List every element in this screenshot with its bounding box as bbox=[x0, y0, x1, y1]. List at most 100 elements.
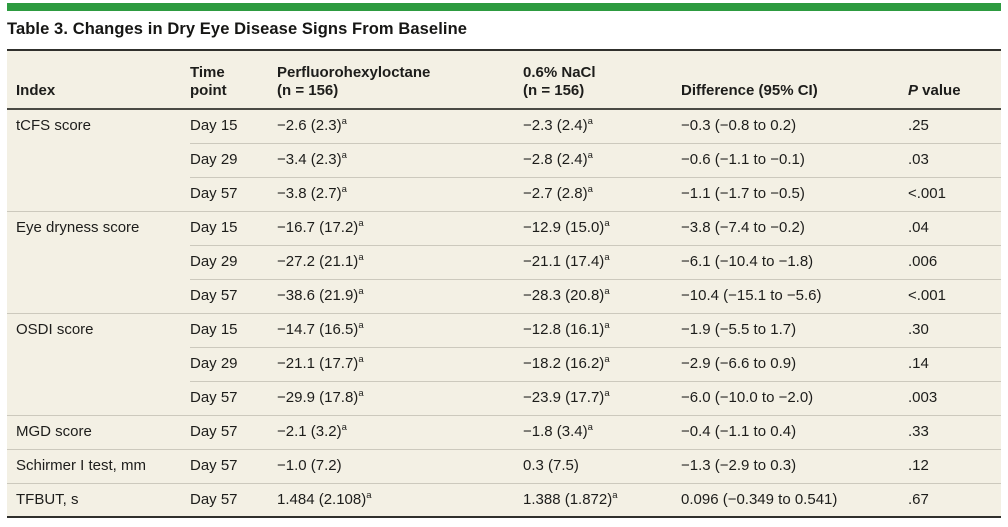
cell-time-point: Day 57 bbox=[190, 176, 277, 211]
cell-drug-value: −2.6 (2.3)a bbox=[277, 109, 523, 143]
drug-value: −38.6 (21.9) bbox=[277, 286, 359, 304]
footnote-marker: a bbox=[587, 421, 593, 433]
table-row: Day 29 −27.2 (21.1) a −21.1 (17.4)a −6.1 … bbox=[7, 244, 1001, 279]
cell-time-point: Day 29 bbox=[190, 142, 277, 177]
header-difference-label: Difference (95% CI) bbox=[681, 82, 818, 100]
cell-time-point: Day 57 bbox=[190, 414, 277, 449]
nacl-value: −1.8 (3.4) bbox=[523, 422, 588, 440]
cell-index bbox=[7, 143, 190, 177]
drug-value: −1.0 (7.2) bbox=[277, 456, 342, 474]
cell-index bbox=[7, 347, 190, 381]
cell-difference: 0.096 (−0.349 to 0.541) bbox=[681, 482, 908, 517]
footnote-marker: a bbox=[604, 285, 610, 297]
cell-index: Eye dryness score bbox=[7, 210, 190, 245]
cell-difference: −6.0 (−10.0 to −2.0) bbox=[681, 380, 908, 415]
footnote-marker: a bbox=[587, 149, 593, 161]
header-cell-time-point: Time point bbox=[190, 50, 277, 110]
cell-drug-value: −29.9 (17.8)a bbox=[277, 380, 523, 415]
footnote-marker: a bbox=[604, 251, 610, 263]
drug-value: −29.9 (17.8) bbox=[277, 388, 359, 406]
header-nacl-line2: (n = 156) bbox=[523, 82, 585, 100]
cell-time-point: Day 57 bbox=[190, 448, 277, 483]
header-cell-perfluorohexyloctane: Perfluorohexyloctane (n = 156) bbox=[277, 50, 523, 110]
cell-nacl-value: −12.8 (16.1)a bbox=[523, 312, 681, 347]
cell-drug-value: −14.7 (16.5)a bbox=[277, 312, 523, 347]
cell-p-value: .33 bbox=[908, 414, 1001, 449]
drug-value: −16.7 (17.2) bbox=[277, 218, 359, 236]
cell-drug-value: −2.1 (3.2)a bbox=[277, 414, 523, 449]
footnote-marker: a bbox=[604, 319, 610, 331]
cell-index bbox=[7, 381, 190, 415]
nacl-value: −18.2 (16.2) bbox=[523, 354, 605, 372]
drug-value: −27.2 (21.1) bbox=[277, 252, 359, 270]
header-nacl-line1: 0.6% NaCl bbox=[523, 63, 596, 81]
accent-bar bbox=[7, 3, 1001, 11]
cell-p-value: .67 bbox=[908, 482, 1001, 517]
cell-difference: −2.9 (−6.6 to 0.9) bbox=[681, 346, 908, 381]
table-row: Day 29 −3.4 (2.3)a −2.8 (2.4)a −0.6 (−1.… bbox=[7, 142, 1001, 177]
cell-index: TFBUT, s bbox=[7, 482, 190, 517]
header-drug-line1: Perfluorohexyloctane bbox=[277, 63, 431, 81]
nacl-value: 0.3 (7.5) bbox=[523, 456, 579, 474]
header-cell-index: Index bbox=[7, 50, 190, 110]
drug-value: −3.8 (2.7) bbox=[277, 184, 342, 202]
header-cell-nacl: 0.6% NaCl (n = 156) bbox=[523, 50, 681, 110]
cell-difference: −3.8 (−7.4 to −0.2) bbox=[681, 210, 908, 245]
cell-index: Schirmer I test, mm bbox=[7, 448, 190, 483]
cell-drug-value: 1.484 (2.108)a bbox=[277, 482, 523, 517]
nacl-value: −12.8 (16.1) bbox=[523, 320, 605, 338]
drug-value: 1.484 (2.108) bbox=[277, 490, 367, 508]
cell-difference: −0.3 (−0.8 to 0.2) bbox=[681, 117, 797, 134]
cell-difference: −10.4 (−15.1 to −5.6) bbox=[681, 278, 908, 313]
table-row: Day 57 −3.8 (2.7)a −2.7 (2.8)a −1.1 (−1.… bbox=[7, 176, 1001, 211]
cell-p-value: .14 bbox=[908, 346, 1001, 381]
drug-value: −2.6 (2.3) bbox=[277, 117, 342, 134]
cell-nacl-value: −1.8 (3.4)a bbox=[523, 414, 681, 449]
header-drug-line2: (n = 156) bbox=[277, 82, 339, 100]
cell-drug-value: −3.4 (2.3)a bbox=[277, 142, 523, 177]
cell-nacl-value: −28.3 (20.8)a bbox=[523, 278, 681, 313]
cell-drug-value: −1.0 (7.2) bbox=[277, 448, 523, 483]
footnote-marker: a bbox=[358, 353, 364, 365]
cell-nacl-value: −2.7 (2.8)a bbox=[523, 176, 681, 211]
header-time-line1: Time bbox=[190, 63, 225, 81]
footnote-marker: a bbox=[358, 217, 364, 229]
nacl-value: −2.7 (2.8) bbox=[523, 184, 588, 202]
footnote-marker: a bbox=[341, 116, 347, 127]
header-index-label: Index bbox=[16, 82, 56, 100]
cell-index bbox=[7, 177, 190, 211]
table-row: Schirmer I test, mm Day 57 −1.0 (7.2) 0.… bbox=[7, 448, 1001, 483]
table-row: TFBUT, s Day 57 1.484 (2.108)a 1.388 (1.… bbox=[7, 482, 1001, 517]
nacl-value: −28.3 (20.8) bbox=[523, 286, 605, 304]
footnote-marker: a bbox=[604, 353, 610, 365]
cell-index: tCFS score bbox=[16, 117, 92, 135]
cell-index: MGD score bbox=[7, 414, 190, 449]
nacl-value: −12.9 (15.0) bbox=[523, 218, 605, 236]
cell-index bbox=[7, 279, 190, 313]
footnote-marker: a bbox=[366, 489, 372, 501]
cell-time-point: Day 15 bbox=[190, 312, 277, 347]
nacl-value: −21.1 (17.4) bbox=[523, 252, 605, 270]
cell-drug-value: −16.7 (17.2)a bbox=[277, 210, 523, 245]
cell-nacl-value: 1.388 (1.872)a bbox=[523, 482, 681, 517]
drug-value: −21.1 (17.7) bbox=[277, 354, 359, 372]
table-row: Day 57 −29.9 (17.8)a −23.9 (17.7)a −6.0 … bbox=[7, 380, 1001, 415]
cell-time-point: Day 15 bbox=[190, 210, 277, 245]
header-pvalue-rest: value bbox=[918, 82, 961, 100]
cell-time-point: Day 57 bbox=[190, 482, 277, 517]
table-container: Table 3. Changes in Dry Eye Disease Sign… bbox=[7, 3, 1001, 518]
cell-nacl-value: −2.3 (2.4)a bbox=[523, 109, 681, 143]
drug-value: −14.7 (16.5) bbox=[277, 320, 359, 338]
cell-nacl-value: −21.1 (17.4)a bbox=[523, 244, 681, 279]
header-cell-p-value: P value bbox=[908, 50, 1001, 110]
cell-time-point: Day 29 bbox=[190, 244, 277, 279]
cell-difference: −6.1 (−10.4 to −1.8) bbox=[681, 244, 908, 279]
cell-difference: −0.4 (−1.1 to 0.4) bbox=[681, 414, 908, 449]
cell-time-point: Day 15 bbox=[190, 117, 238, 134]
cell-p-value: .12 bbox=[908, 448, 1001, 483]
footnote-marker: a bbox=[358, 387, 364, 399]
cell-time-point: Day 57 bbox=[190, 278, 277, 313]
cell-nacl-value: 0.3 (7.5) bbox=[523, 448, 681, 483]
table-row: MGD score Day 57 −2.1 (3.2)a −1.8 (3.4)a… bbox=[7, 414, 1001, 449]
header-time-line2: point bbox=[190, 82, 227, 100]
